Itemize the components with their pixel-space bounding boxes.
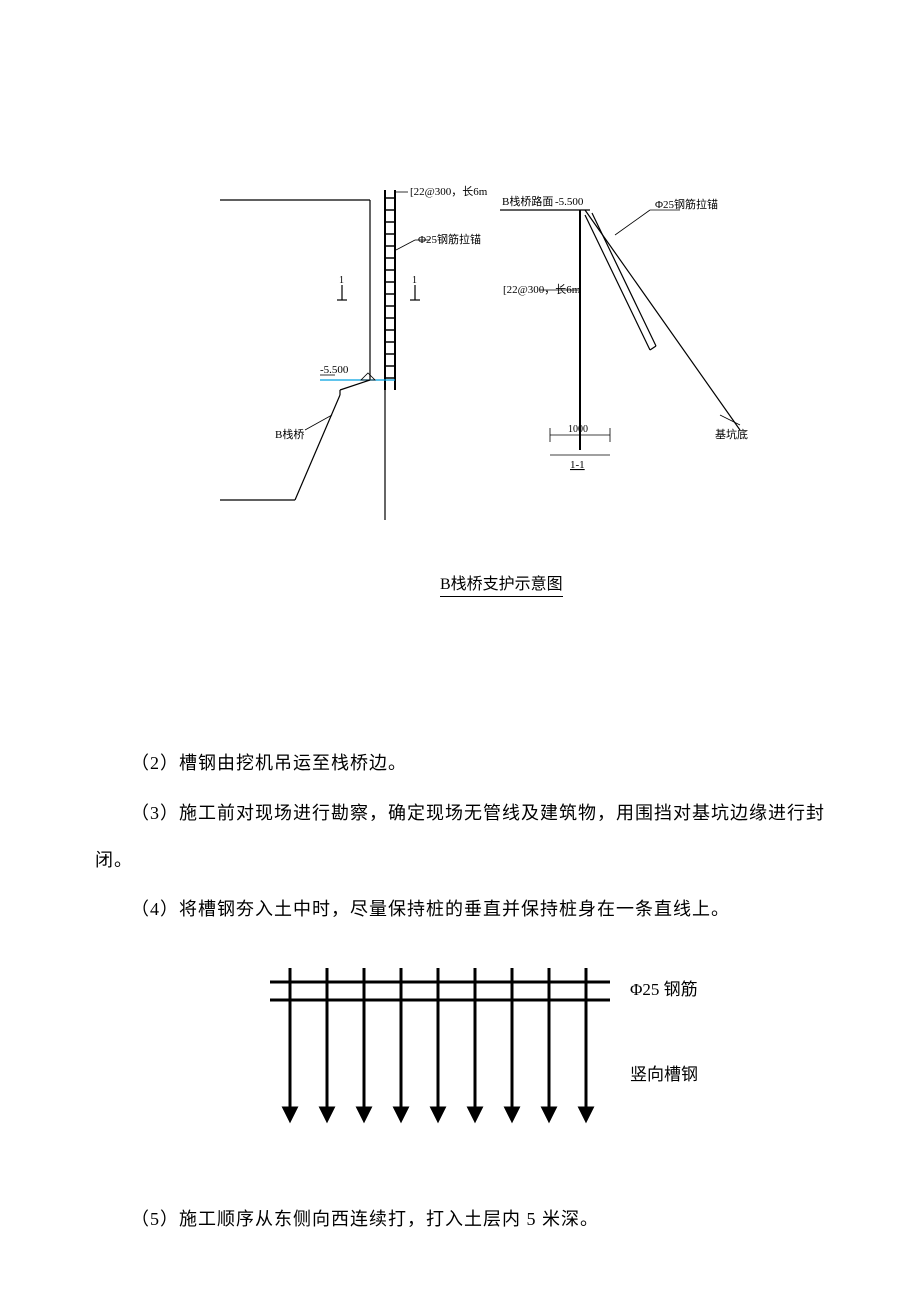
label-pit-bottom: 基坑底 (715, 427, 748, 441)
label-rebar-left: Φ25钢筋拉锚 (418, 232, 481, 246)
label-channel-steel-left: [22@300，长6m (410, 185, 488, 198)
label-dim-1000: 1000 (568, 424, 588, 435)
paragraph-2: （2）槽钢由挖机吊运至栈桥边。 (95, 740, 825, 787)
label-bridge-left: B栈桥 (275, 427, 304, 441)
paragraph-4: （4）将槽钢夯入土中时，尽量保持桩的垂直并保持桩身在一条直线上。 (95, 886, 825, 933)
diagram2-label-rebar: Φ25 钢筋 (630, 975, 698, 1000)
label-bridge-road: B栈桥路面 (502, 194, 553, 208)
diagram2-label-vertical-steel: 竖向槽钢 (630, 1060, 698, 1085)
label-elev-right: -5.500 (555, 196, 584, 208)
diagram2-svg (260, 960, 620, 1130)
diagram1-title: B栈桥支护示意图 (440, 570, 563, 597)
label-rebar-right: Φ25钢筋拉锚 (655, 197, 718, 211)
section-mark-1: 1 (339, 275, 344, 286)
diagram-pile-row (260, 960, 680, 1140)
label-channel-right: [22@300，长6m (503, 283, 581, 296)
paragraph-3: （3）施工前对现场进行勘察，确定现场无管线及建筑物，用围挡对基坑边缘进行封闭。 (95, 790, 825, 884)
paragraph-5: （5）施工顺序从东侧向西连续打，打入土层内 5 米深。 (95, 1196, 825, 1243)
label-elev-left: -5.500 (320, 364, 349, 376)
diagram-bridge-support: 1 1 [22@300，长6m Φ25钢筋拉锚 -5.500 B栈桥 (220, 180, 800, 600)
diagram1-svg: 1 1 [22@300，长6m Φ25钢筋拉锚 -5.500 B栈桥 (220, 180, 800, 540)
label-section-1-1: 1-1 (570, 459, 585, 471)
section-mark-1b: 1 (412, 275, 417, 286)
